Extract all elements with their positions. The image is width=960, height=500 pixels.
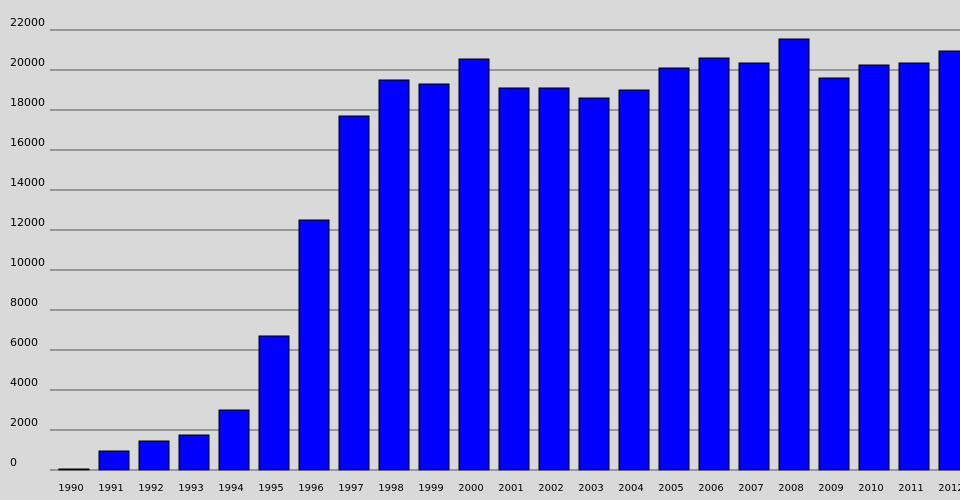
y-tick-label: 2000 — [10, 416, 38, 429]
x-tick-label: 1997 — [338, 483, 363, 494]
bar — [418, 83, 450, 471]
bar — [618, 89, 650, 471]
bar — [658, 67, 690, 471]
x-tick-label: 2006 — [698, 483, 723, 494]
bar — [138, 440, 170, 471]
bar — [738, 62, 770, 471]
bar — [378, 79, 410, 471]
y-tick-label: 14000 — [10, 176, 45, 189]
x-tick-label: 2002 — [538, 483, 563, 494]
bar — [498, 87, 530, 471]
bar — [938, 50, 960, 471]
bar — [58, 468, 90, 471]
bar — [258, 335, 290, 471]
bar — [458, 58, 490, 471]
x-tick-label: 1995 — [258, 483, 283, 494]
y-tick-label: 20000 — [10, 56, 45, 69]
y-tick-label: 0 — [10, 456, 17, 469]
bar — [98, 450, 130, 471]
x-tick-label: 2004 — [618, 483, 643, 494]
x-tick-label: 2011 — [898, 483, 923, 494]
bar — [778, 38, 810, 471]
x-tick-label: 2007 — [738, 483, 763, 494]
bar — [298, 219, 330, 471]
x-tick-label: 2010 — [858, 483, 883, 494]
y-tick-label: 12000 — [10, 216, 45, 229]
bar — [178, 434, 210, 471]
x-tick-label: 2012 — [938, 483, 960, 494]
x-tick-label: 2000 — [458, 483, 483, 494]
x-tick-label: 2008 — [778, 483, 803, 494]
x-tick-label: 2005 — [658, 483, 683, 494]
x-tick-label: 1998 — [378, 483, 403, 494]
x-tick-label: 1999 — [418, 483, 443, 494]
y-tick-label: 18000 — [10, 96, 45, 109]
x-tick-label: 1991 — [98, 483, 123, 494]
y-tick-label: 22000 — [10, 16, 45, 29]
x-tick-label: 2003 — [578, 483, 603, 494]
x-tick-label: 2001 — [498, 483, 523, 494]
x-tick-label: 1994 — [218, 483, 243, 494]
bar — [218, 409, 250, 471]
y-tick-label: 16000 — [10, 136, 45, 149]
x-tick-label: 1992 — [138, 483, 163, 494]
x-tick-label: 1996 — [298, 483, 323, 494]
x-tick-label: 1993 — [178, 483, 203, 494]
bar — [898, 62, 930, 471]
x-tick-label: 1990 — [58, 483, 83, 494]
bar — [858, 64, 890, 471]
y-tick-label: 8000 — [10, 296, 38, 309]
bar — [338, 115, 370, 471]
x-tick-label: 2009 — [818, 483, 843, 494]
bar — [818, 77, 850, 471]
bar — [538, 87, 570, 471]
y-tick-label: 6000 — [10, 336, 38, 349]
y-tick-label: 10000 — [10, 256, 45, 269]
y-tick-label: 4000 — [10, 376, 38, 389]
bar — [698, 57, 730, 471]
bar — [578, 97, 610, 471]
